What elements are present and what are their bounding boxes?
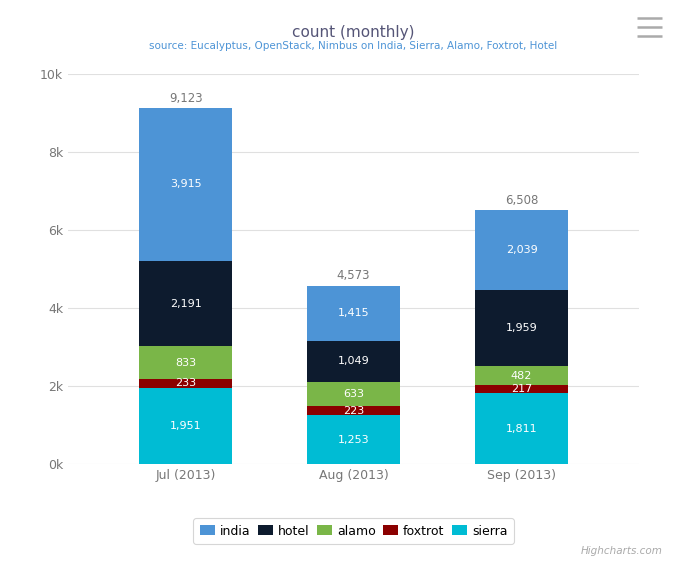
Text: count (monthly): count (monthly) (292, 25, 415, 41)
Text: 1,253: 1,253 (338, 435, 369, 445)
Text: 3,915: 3,915 (170, 179, 201, 189)
Text: source: Eucalyptus, OpenStack, Nimbus on India, Sierra, Alamo, Foxtrot, Hotel: source: Eucalyptus, OpenStack, Nimbus on… (150, 41, 558, 51)
Text: 4,573: 4,573 (337, 269, 371, 282)
Bar (475, 290, 568, 366)
Text: 9,123: 9,123 (169, 92, 203, 105)
Text: 1,811: 1,811 (506, 424, 537, 434)
Bar (475, 366, 568, 385)
Text: 1,959: 1,959 (506, 323, 537, 333)
Text: 1,049: 1,049 (338, 356, 369, 366)
Text: 223: 223 (343, 406, 364, 416)
Bar (139, 261, 232, 346)
Bar (139, 346, 232, 379)
Bar (307, 341, 400, 381)
Text: Highcharts.com: Highcharts.com (581, 546, 663, 556)
Text: 633: 633 (343, 389, 364, 399)
Bar (139, 379, 232, 388)
Bar (307, 415, 400, 464)
Bar (139, 388, 232, 464)
Bar (139, 108, 232, 261)
Bar (475, 210, 568, 290)
Text: 482: 482 (511, 371, 532, 380)
Bar (475, 393, 568, 464)
Text: 2,039: 2,039 (506, 245, 537, 255)
Text: 1,951: 1,951 (170, 421, 201, 431)
Text: 833: 833 (175, 358, 196, 367)
Bar (475, 385, 568, 393)
Text: 1,415: 1,415 (338, 308, 369, 318)
Text: 6,508: 6,508 (505, 194, 539, 207)
Bar (307, 406, 400, 415)
Bar (307, 285, 400, 341)
Text: 217: 217 (511, 384, 532, 394)
Text: 2,191: 2,191 (170, 298, 201, 308)
Text: 233: 233 (175, 379, 196, 388)
Legend: india, hotel, alamo, foxtrot, sierra: india, hotel, alamo, foxtrot, sierra (193, 518, 514, 544)
Bar (307, 381, 400, 406)
